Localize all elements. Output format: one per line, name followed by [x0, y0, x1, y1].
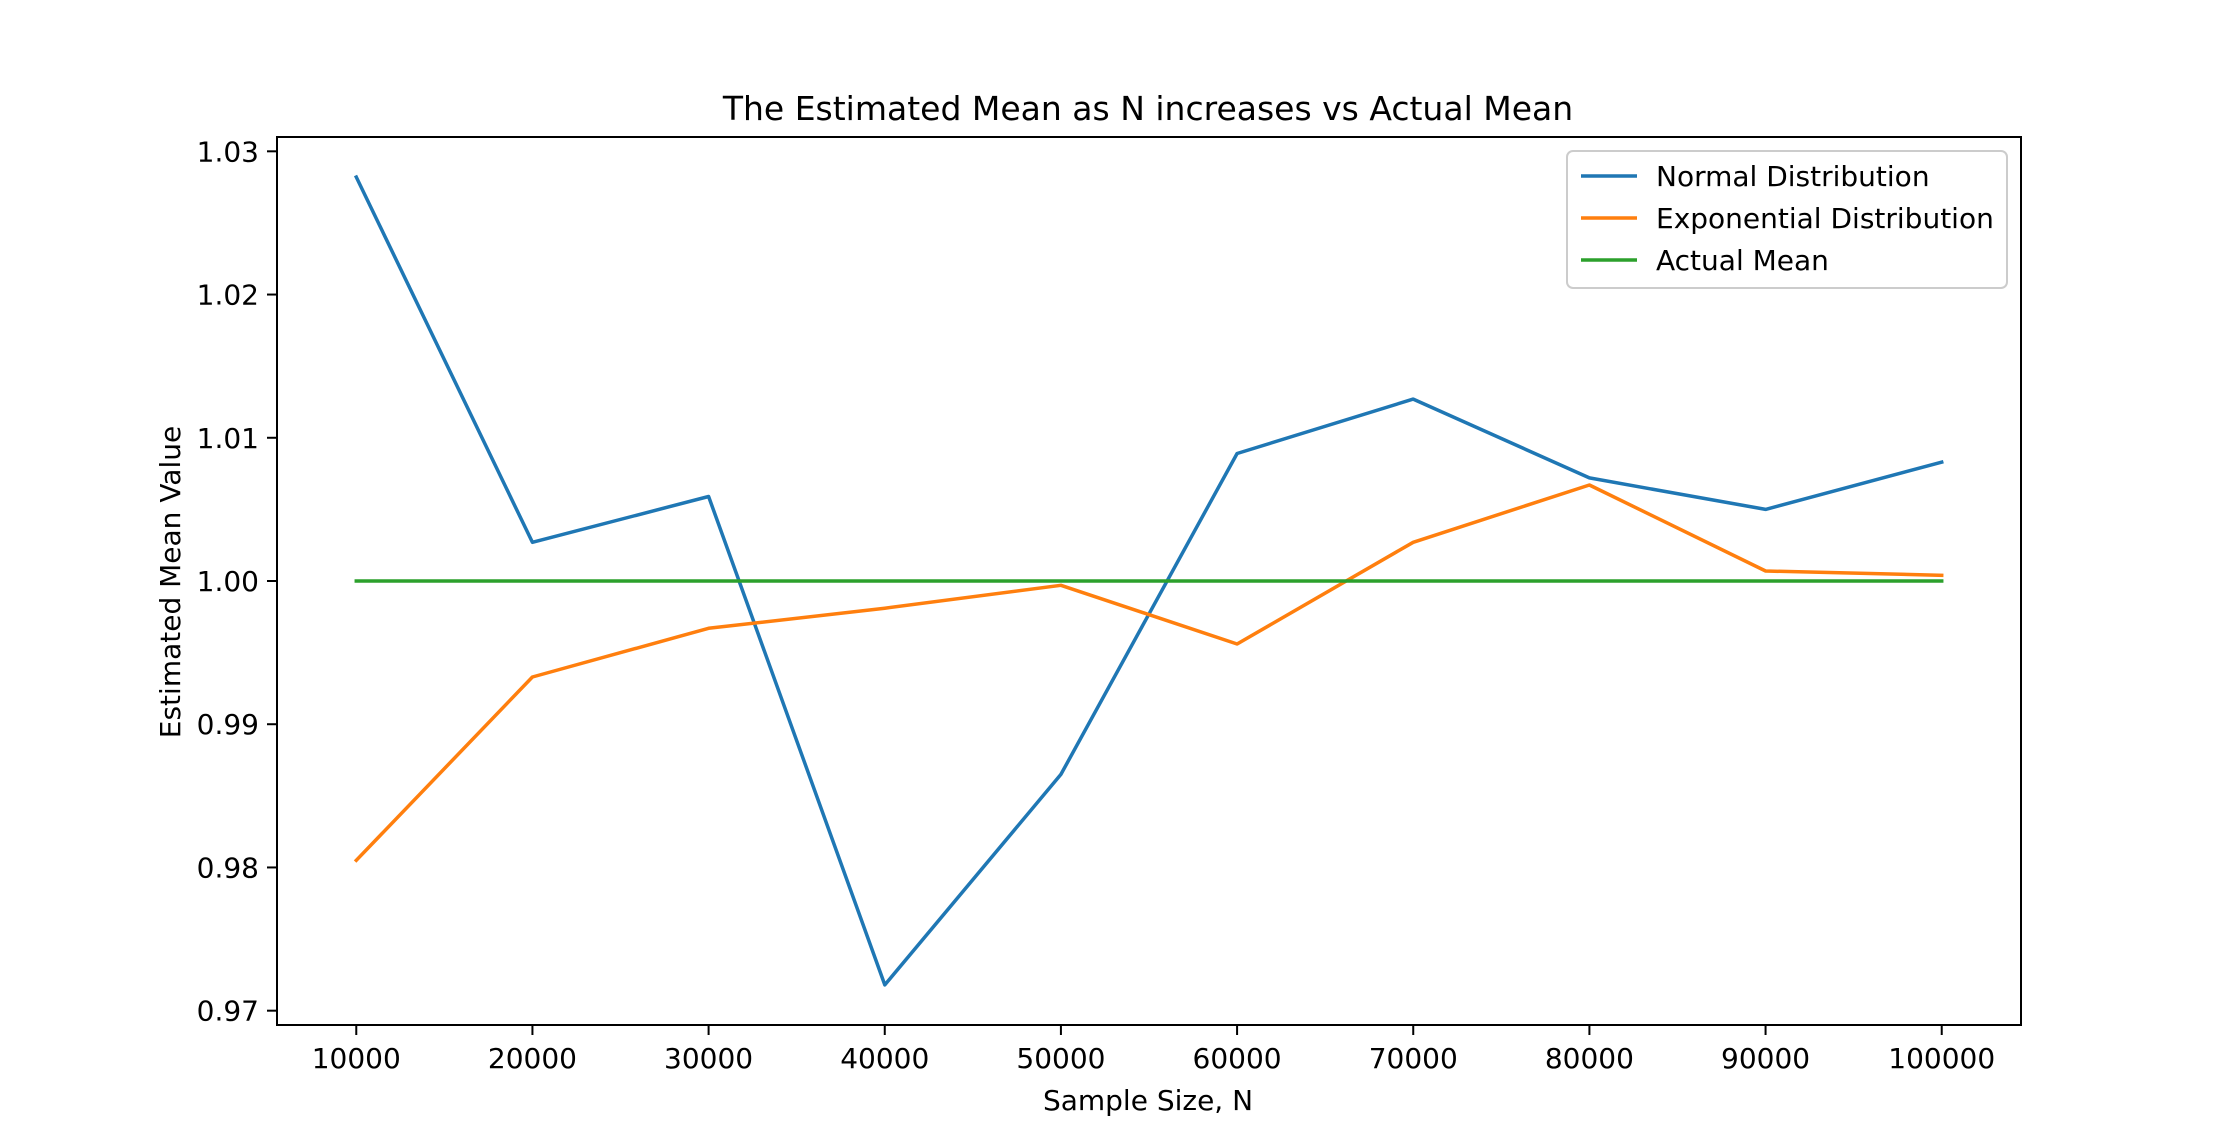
- y-tick-label: 1.00: [197, 565, 259, 598]
- x-axis: 10000 20000 30000 40000 50000 60000 70000 80000…: [312, 1025, 1995, 1075]
- x-axis-label: Sample Size, N: [1043, 1084, 1253, 1117]
- legend-box: [1566, 150, 2008, 289]
- x-tick-label: 40000: [840, 1042, 929, 1075]
- x-tick-label: 10000: [312, 1042, 401, 1075]
- legend-label: Actual Mean: [1656, 244, 1829, 277]
- y-tick-label: 1.01: [197, 422, 259, 455]
- x-tick-label: 80000: [1545, 1042, 1634, 1075]
- x-tick-label: 30000: [664, 1042, 753, 1075]
- x-tick-label: 100000: [1888, 1042, 1995, 1075]
- x-tick-label: 60000: [1193, 1042, 1282, 1075]
- y-axis: 0.97 0.98 0.99 1.00 1.01 1.02 1.03: [197, 135, 277, 1028]
- x-tick-label: 20000: [488, 1042, 577, 1075]
- x-tick-label: 90000: [1721, 1042, 1810, 1075]
- legend: Normal Distribution Exponential Distribut…: [1566, 150, 2008, 289]
- chart-title: The Estimated Mean as N increases vs Act…: [722, 89, 1573, 128]
- y-tick-label: 0.97: [197, 995, 259, 1028]
- y-tick-label: 0.98: [197, 851, 259, 884]
- series-line-exponential-distribution: [353, 483, 1944, 863]
- legend-label: Normal Distribution: [1656, 160, 1930, 193]
- legend-label: Exponential Distribution: [1656, 202, 1994, 235]
- series-lines: [353, 174, 1944, 987]
- x-tick-label: 70000: [1369, 1042, 1458, 1075]
- y-axis-label: Estimated Mean Value: [154, 426, 187, 738]
- y-tick-label: 1.02: [197, 279, 259, 312]
- y-tick-label: 0.99: [197, 708, 259, 741]
- x-tick-label: 50000: [1016, 1042, 1105, 1075]
- y-tick-label: 1.03: [197, 135, 259, 168]
